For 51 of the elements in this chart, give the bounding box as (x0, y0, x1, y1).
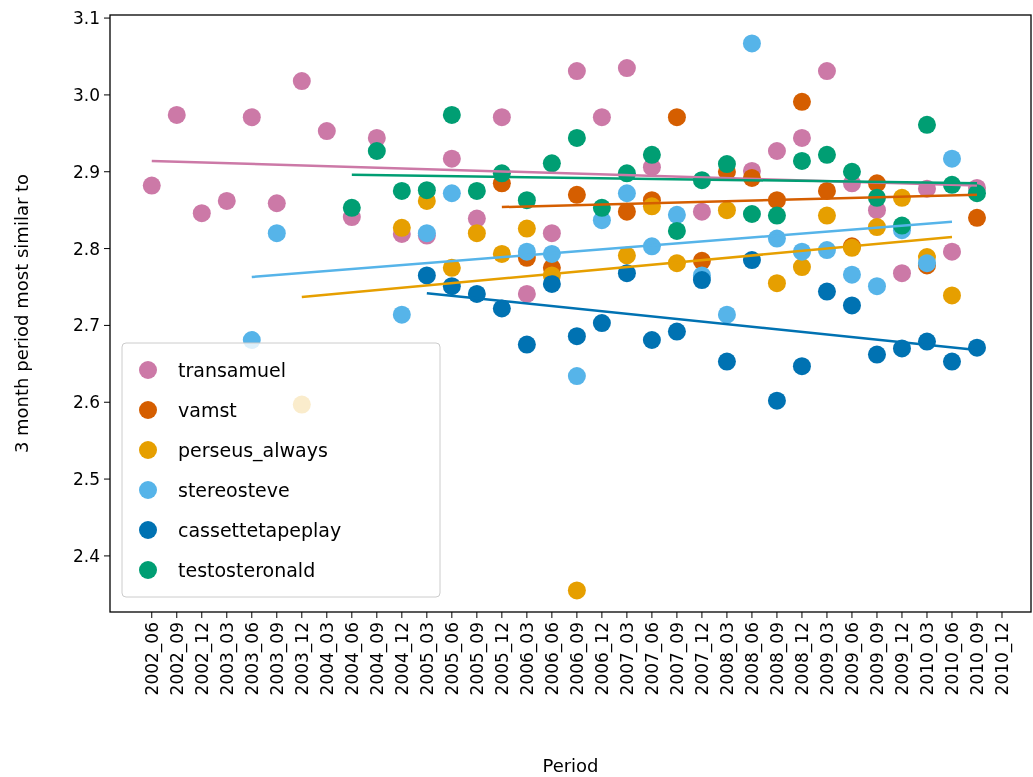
x-tick-label: 2009_09 (866, 622, 888, 696)
x-tick-label: 2010_09 (966, 622, 988, 696)
x-tick-label: 2006_06 (541, 622, 563, 696)
x-tick-label: 2008_06 (741, 622, 763, 696)
y-axis-title: 3 month period most similar to (11, 173, 32, 454)
legend-label: testosteronald (178, 558, 316, 581)
x-tick-label: 2003_09 (266, 622, 288, 696)
y-tick-label: 2.9 (72, 161, 100, 182)
x-tick-label: 2008_12 (791, 622, 813, 696)
legend-label: cassettetapeplay (178, 518, 342, 541)
x-tick-label: 2006_12 (591, 622, 613, 696)
x-tick-label: 2002_09 (166, 622, 188, 696)
x-tick-label: 2009_03 (816, 622, 838, 696)
y-tick-label: 3.0 (72, 84, 100, 105)
x-tick-label: 2010_06 (941, 622, 963, 696)
x-tick-label: 2006_03 (516, 622, 538, 696)
x-tick-label: 2003_03 (216, 622, 238, 696)
x-tick-label: 2004_12 (391, 622, 413, 696)
y-tick-label: 2.8 (72, 238, 100, 259)
x-axis-title: Period (542, 755, 599, 776)
legend-label: perseus_always (178, 438, 328, 462)
x-tick-label: 2005_09 (466, 622, 488, 696)
x-tick-label: 2003_12 (291, 622, 313, 696)
x-tick-label: 2010_12 (991, 622, 1013, 696)
x-tick-label: 2002_12 (191, 622, 213, 696)
y-tick-label: 2.6 (72, 392, 100, 413)
legend-label: stereosteve (178, 478, 290, 501)
x-tick-label: 2004_06 (341, 622, 363, 696)
x-tick-label: 2005_06 (441, 622, 463, 696)
x-tick-label: 2005_12 (491, 622, 513, 696)
x-tick-label: 2006_09 (566, 622, 588, 696)
y-tick-label: 3.1 (72, 8, 100, 29)
legend-label: transamuel (178, 358, 287, 381)
y-tick-label: 2.7 (72, 315, 100, 336)
x-tick-label: 2009_06 (841, 622, 863, 696)
x-tick-label: 2008_09 (766, 622, 788, 696)
x-tick-label: 2005_03 (416, 622, 438, 696)
y-tick-label: 2.4 (72, 545, 100, 566)
x-tick-label: 2007_12 (691, 622, 713, 696)
x-tick-label: 2008_03 (716, 622, 738, 696)
x-tick-label: 2003_06 (241, 622, 263, 696)
x-tick-label: 2004_03 (316, 622, 338, 696)
x-tick-label: 2010_03 (916, 622, 938, 696)
y-tick-label: 2.5 (72, 469, 100, 490)
x-tick-label: 2009_12 (891, 622, 913, 696)
x-tick-label: 2002_06 (141, 622, 163, 696)
x-tick-label: 2007_06 (641, 622, 663, 696)
x-tick-label: 2007_09 (666, 622, 688, 696)
legend-label: vamst (178, 398, 237, 421)
x-tick-label: 2007_03 (616, 622, 638, 696)
x-tick-label: 2004_09 (366, 622, 388, 696)
